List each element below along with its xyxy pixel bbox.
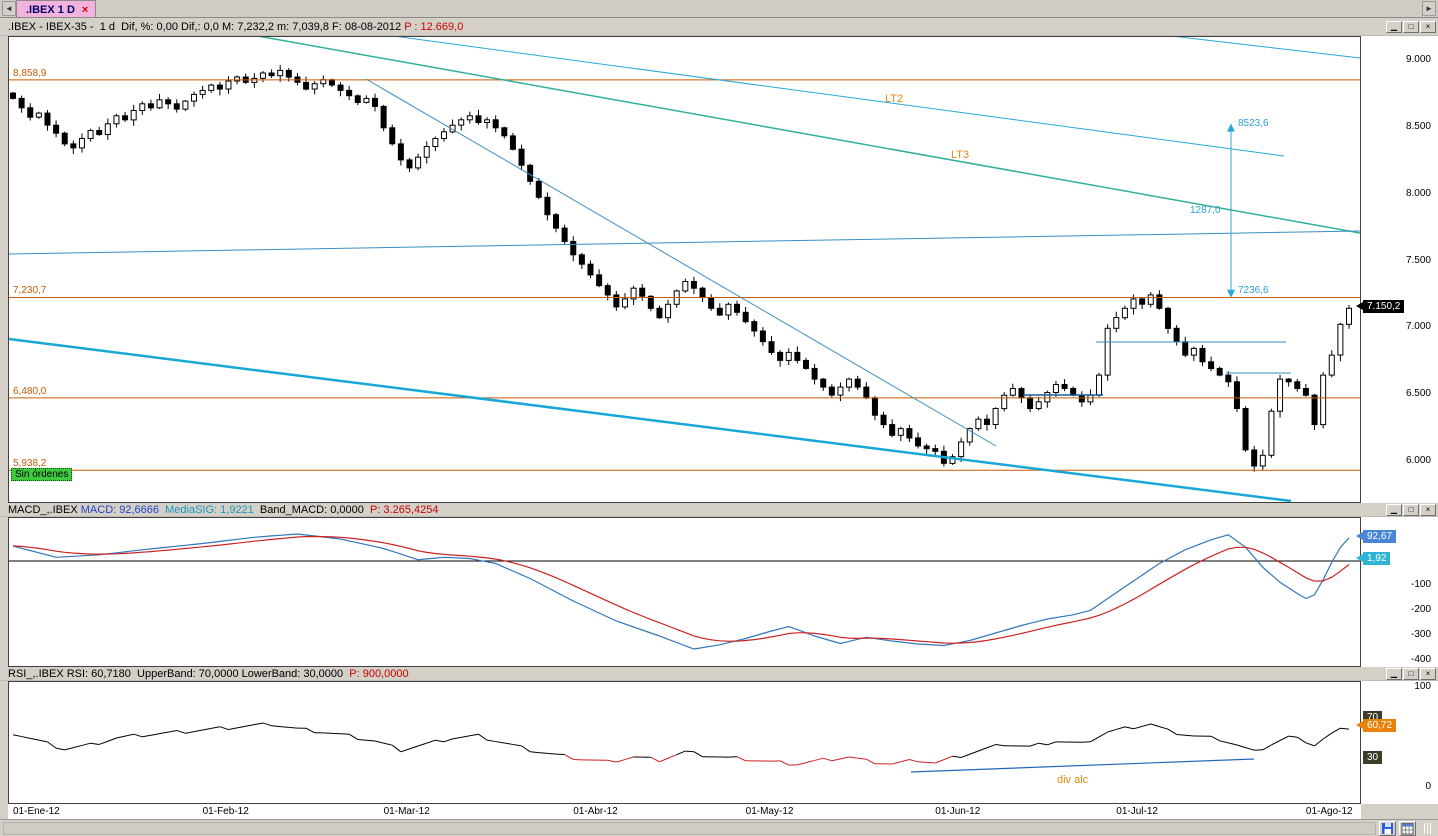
rsi-header: RSI_,.IBEX RSI: 60,7180 UpperBand: 70,00… xyxy=(0,667,1438,681)
macd-tick: -200 xyxy=(1410,604,1431,615)
rsi-title: RSI_,.IBEX xyxy=(8,667,67,680)
rsi-chart-canvas xyxy=(12,722,1350,773)
macd-p-value: P: 3.265,4254 xyxy=(369,503,439,516)
rsi-lower-band-text: LowerBand: 30,0000 xyxy=(241,667,350,680)
rsi-lower-band-badge: 30 xyxy=(1363,751,1383,764)
resize-grip-icon[interactable] xyxy=(1419,821,1435,836)
price-tick: 9.000 xyxy=(1405,54,1431,65)
maximize-icon[interactable]: □ xyxy=(1403,20,1419,33)
macd-window-controls: ▁ □ × xyxy=(1386,503,1436,516)
price-tick: 7.000 xyxy=(1405,321,1431,333)
date-tick: 01-Jun-12 xyxy=(935,806,981,817)
macd-signal-badge: 1,92 xyxy=(1355,552,1391,565)
main-chart-header: .IBEX - IBEX-35 - 1 d Dif, %: 0,00 Dif,:… xyxy=(0,18,1438,36)
rsi-p-value: P: 900,0000 xyxy=(349,667,409,680)
macd-value-axis[interactable]: 92,67 1,92 -100 -200 -300 -400 xyxy=(1355,517,1438,667)
candlestick-series xyxy=(10,64,1352,472)
trendline-flat xyxy=(9,230,1360,255)
macd-signal-text: MediaSIG: 1,9221 xyxy=(165,503,260,516)
macd-tick: -100 xyxy=(1410,579,1431,590)
macd-tick: -300 xyxy=(1410,629,1431,640)
time-axis-row: 01-Ene-12 01-Feb-12 01-Mar-12 01-Abr-12 01-M… xyxy=(0,804,1438,819)
main-chart-title: .IBEX - IBEX-35 - 1 d Dif, %: 0,00 Dif,:… xyxy=(8,20,405,33)
rsi-value-axis[interactable]: 70 30 60,72 100 0 xyxy=(1355,681,1438,804)
trendline-lt3 xyxy=(259,37,1360,234)
rsi-tick: 0 xyxy=(1425,781,1431,792)
price-tick: 7.500 xyxy=(1405,254,1431,266)
tab-scroll-right-icon[interactable]: ► xyxy=(1422,1,1436,16)
candlestick-chart-canvas xyxy=(9,37,1360,502)
close-icon[interactable]: × xyxy=(1420,667,1436,680)
date-tick: 01-Feb-12 xyxy=(202,806,249,817)
tab-ibex-1d[interactable]: .IBEX 1 D × xyxy=(16,0,97,17)
tab-close-icon[interactable]: × xyxy=(81,3,89,16)
main-chart-area[interactable]: LT2 LT3 8523,6 1287,0 7236,6 Sin órdenes… xyxy=(8,36,1361,503)
rsi-upper-band-text: UpperBand: 70,0000 xyxy=(137,667,242,680)
tab-label: .IBEX 1 D xyxy=(26,3,75,16)
maximize-icon[interactable]: □ xyxy=(1403,667,1419,680)
date-tick: 01-Ago-12 xyxy=(1305,806,1353,817)
tab-bar: ◄ .IBEX 1 D × ► xyxy=(0,0,1438,18)
date-tick: 01-May-12 xyxy=(745,806,794,817)
trendline-top-right xyxy=(1175,37,1360,59)
price-tick: 6.000 xyxy=(1405,455,1431,466)
main-window-controls: ▁ □ × xyxy=(1386,20,1436,33)
axis-corner xyxy=(1361,804,1438,819)
trendline-steep xyxy=(365,78,997,447)
rsi-tick: 100 xyxy=(1414,681,1431,692)
save-icon[interactable] xyxy=(1379,820,1396,836)
main-chart-p-value: P : 12.669,0 xyxy=(404,20,464,33)
time-axis[interactable]: 01-Ene-12 01-Feb-12 01-Mar-12 01-Abr-12 01-M… xyxy=(8,804,1361,819)
trendline-lt2 xyxy=(396,37,1285,157)
macd-tick: -400 xyxy=(1410,654,1431,665)
price-tick: 6.500 xyxy=(1405,388,1431,400)
tab-scroll-left-icon[interactable]: ◄ xyxy=(2,1,16,16)
macd-value-badge: 92,67 xyxy=(1355,530,1397,543)
date-tick: 01-Mar-12 xyxy=(383,806,430,817)
minimize-icon[interactable]: ▁ xyxy=(1386,503,1402,516)
minimize-icon[interactable]: ▁ xyxy=(1386,20,1402,33)
last-price-badge: 7.150,2 xyxy=(1355,300,1405,313)
date-tick: 01-Abr-12 xyxy=(573,806,618,817)
close-icon[interactable]: × xyxy=(1420,503,1436,516)
rsi-value-badge: 60,72 xyxy=(1355,719,1397,732)
close-icon[interactable]: × xyxy=(1420,20,1436,33)
macd-band-text: Band_MACD: 0,0000 xyxy=(259,503,370,516)
divergence-trendline xyxy=(910,758,1255,773)
price-tick: 8.500 xyxy=(1405,120,1431,132)
rsi-value-text: RSI: 60,7180 xyxy=(66,667,138,680)
horizontal-scrollbar[interactable] xyxy=(3,821,1376,835)
main-price-axis[interactable]: 7.150,2 9.000 8.500 8.000 7.500 7.000 6.500 6.… xyxy=(1355,36,1438,503)
minimize-icon[interactable]: ▁ xyxy=(1386,667,1402,680)
macd-chart-canvas xyxy=(9,533,1360,650)
maximize-icon[interactable]: □ xyxy=(1403,503,1419,516)
macd-header: MACD_,.IBEX MACD: 92,6666 MediaSIG: 1,92… xyxy=(0,503,1438,517)
rsi-window-controls: ▁ □ × xyxy=(1386,667,1436,680)
rsi-chart-area[interactable]: div alc xyxy=(8,681,1361,804)
calendar-icon[interactable] xyxy=(1399,820,1416,836)
trendline-channel-bottom xyxy=(9,337,1292,502)
macd-chart-area[interactable] xyxy=(8,517,1361,667)
date-tick: 01-Ene-12 xyxy=(13,806,60,817)
bottom-bar xyxy=(0,819,1438,836)
macd-value-text: MACD: 92,6666 xyxy=(80,503,166,516)
price-tick: 8.000 xyxy=(1405,187,1431,199)
date-tick: 01-Jul-12 xyxy=(1116,806,1158,817)
macd-title: MACD_,.IBEX xyxy=(8,503,81,516)
